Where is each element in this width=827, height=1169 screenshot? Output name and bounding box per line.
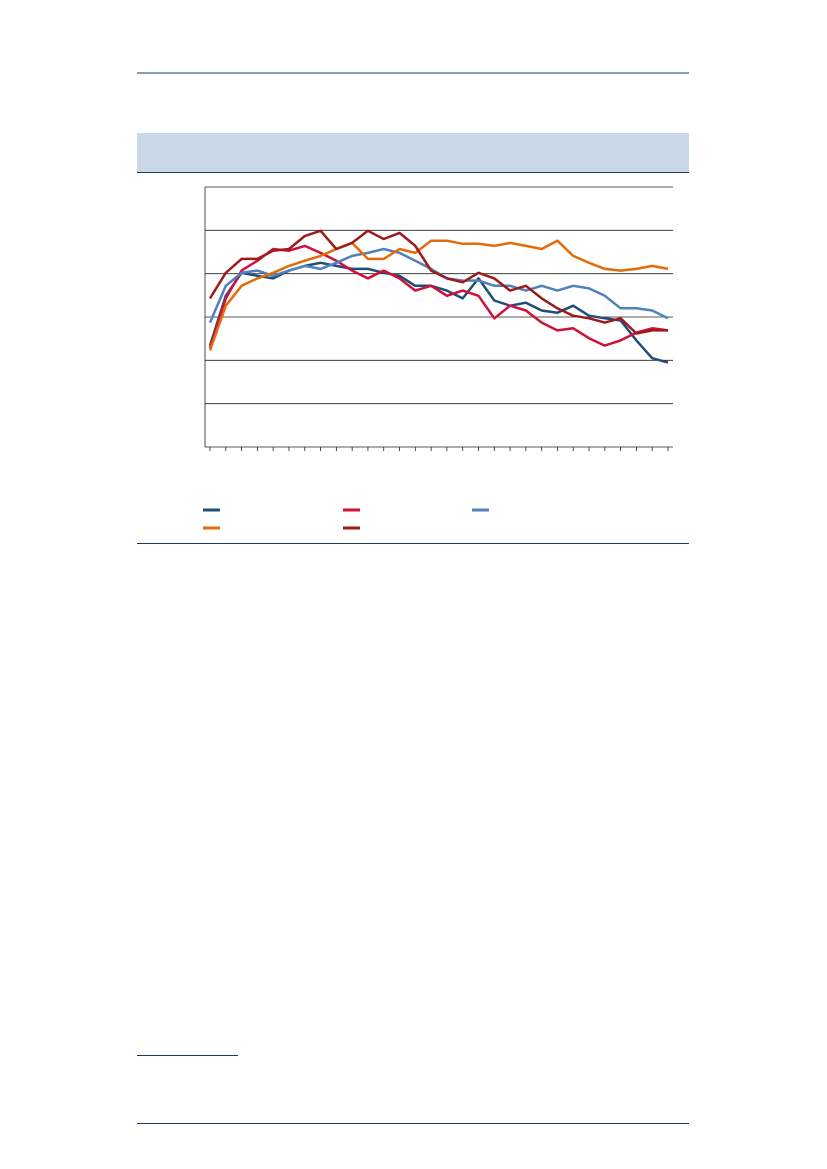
series-line — [208, 244, 669, 349]
series-line — [208, 247, 669, 324]
series-line — [208, 261, 669, 364]
figure-header — [137, 133, 689, 172]
series-line — [208, 239, 669, 351]
series-line — [208, 229, 668, 335]
chart — [203, 186, 673, 530]
